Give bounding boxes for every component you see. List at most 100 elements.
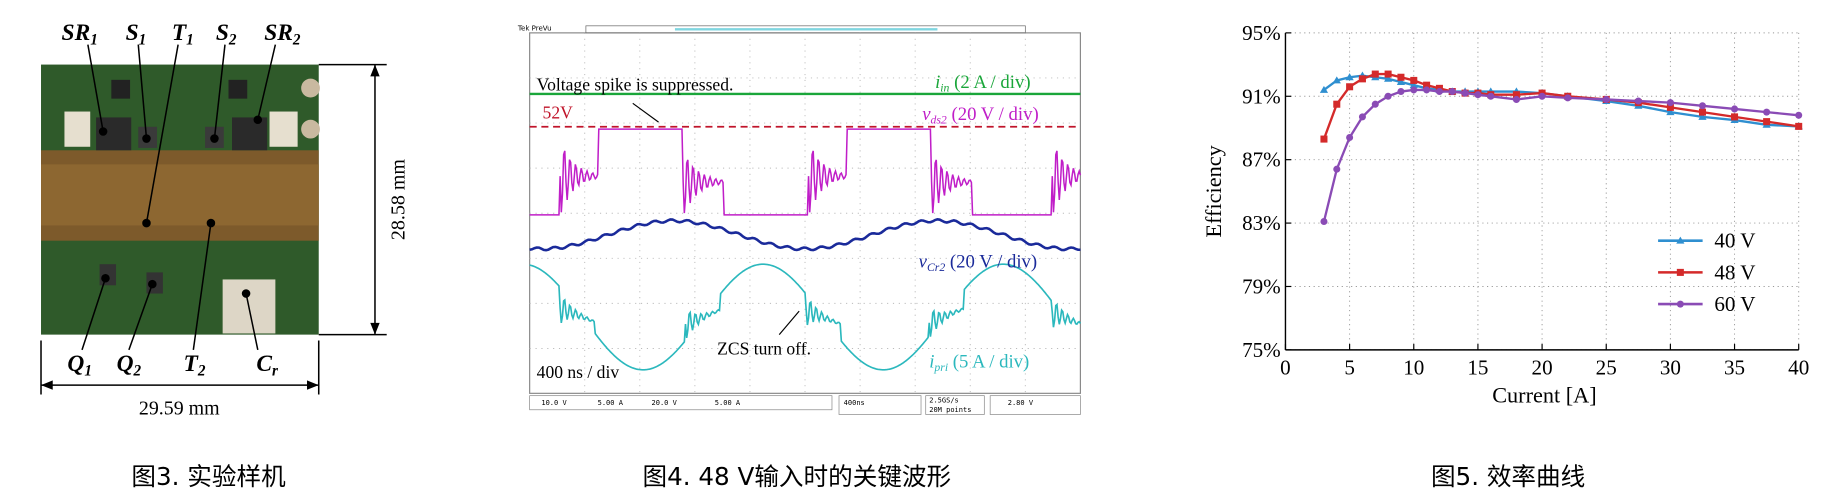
text-part: 2 [133,363,142,380]
transformer-core [41,164,319,226]
text-part: in [940,82,949,95]
text-part: SR [264,20,293,46]
terminal [301,78,320,98]
text-part: T [172,20,188,46]
note-leader [632,102,659,123]
channel-label: iin (2 A / div) [935,72,1031,95]
x-tick-label: 25 [1596,356,1617,380]
data-point [1320,135,1328,143]
data-point [1384,70,1392,78]
leader-dot [253,115,263,125]
text-part: 1 [90,32,98,49]
x-tick-label: 40 [1788,356,1809,380]
status-text: 400ns [844,398,865,407]
status-text: 5.00 A [715,398,741,407]
text-part: Cr2 [927,261,945,274]
x-tick-label: 0 [1280,356,1291,380]
data-point [1320,217,1328,226]
legend-label: 60 V [1714,292,1755,316]
height-label: 28.58 mm [387,159,409,240]
channel-label: vCr2 (20 V / div) [919,252,1037,275]
status-text: 20.0 V [652,398,678,407]
y-tick-label: 91% [1242,84,1281,108]
leader-dot [241,289,251,298]
leader-dot [206,218,216,228]
text-part: 1 [139,32,147,49]
y-tick-label: 87% [1242,148,1281,172]
x-tick-label: 35 [1724,356,1745,380]
annotation: 400 ns / div [537,362,620,382]
part-label: Cr [256,351,279,380]
text-part: Q [67,351,84,377]
status-box [529,395,833,411]
text-part: 2 [197,363,206,380]
data-point [1512,95,1520,103]
scope-grid [529,32,1081,394]
legend-label: 40 V [1714,229,1755,253]
status-bar: 10.0 V 5.00 A 20.0 V 5.00 A 400ns 2.5GS/s20M … [529,395,1081,415]
y-tick-label: 79% [1242,275,1281,299]
data-point [1666,99,1674,107]
status-box [925,395,985,415]
text-part: 1 [186,32,194,49]
text-part: (20 V / div) [945,252,1037,273]
status-text: 5.00 A [598,398,624,407]
width-label: 29.59 mm [139,397,220,419]
part-label: SR1 [62,20,98,49]
series-line [1322,72,1799,140]
caption: 图5. 效率曲线 [1431,462,1585,491]
data-point [1666,108,1675,116]
leader [87,44,104,132]
text-part: S [216,20,229,46]
data-point [1795,122,1803,130]
text-part: S [126,20,139,46]
data-point [1763,118,1771,126]
data-point [1666,103,1674,111]
data-point [1634,97,1642,105]
y-axis-label: Efficiency [1201,144,1226,237]
data-point [1731,105,1739,113]
leader [245,293,259,351]
leader-dot [210,134,219,143]
x-axis-label: Current [A] [1492,383,1596,408]
x-tick-label: 20 [1532,356,1553,380]
part-label: SR2 [264,20,301,49]
x-tick-label: 10 [1403,356,1424,380]
switch [232,117,268,151]
part-label: T1 [172,20,194,49]
text-part: C [256,351,272,377]
leader-dot [148,279,157,289]
text-part: SR [62,20,91,46]
data-point [1371,100,1379,108]
data-point [1371,70,1379,78]
y-tick-label: 95% [1242,21,1281,45]
legend-label: 48 V [1714,260,1755,284]
data-point [1763,108,1771,116]
data-point [1602,95,1610,103]
part-label: S1 [126,20,147,49]
data-point [1487,92,1495,100]
data-point [1384,74,1393,82]
part-label: Q2 [117,351,142,380]
caption: 图3. 实验样机 [131,462,286,491]
data-point [1698,108,1706,116]
annotation: ZCS turn off. [717,339,811,359]
y-tick-label: 75% [1242,338,1281,362]
scope-header: Tek PreVu [517,24,552,33]
data-point [1448,88,1456,96]
part-label: T2 [184,351,206,380]
status-text: 2.5GS/s [929,396,959,405]
x-tick-label: 15 [1467,356,1488,380]
part-label: S2 [216,20,237,49]
data-point [1409,81,1418,89]
data-point [1346,83,1354,91]
data-point [1410,86,1418,94]
text-part: 2 [228,32,237,49]
data-point [1346,133,1354,142]
capacitor [64,111,91,147]
data-point [1474,91,1482,99]
data-point [1423,86,1431,94]
data-point [1538,92,1546,100]
leader [213,44,226,139]
leader [81,278,107,351]
